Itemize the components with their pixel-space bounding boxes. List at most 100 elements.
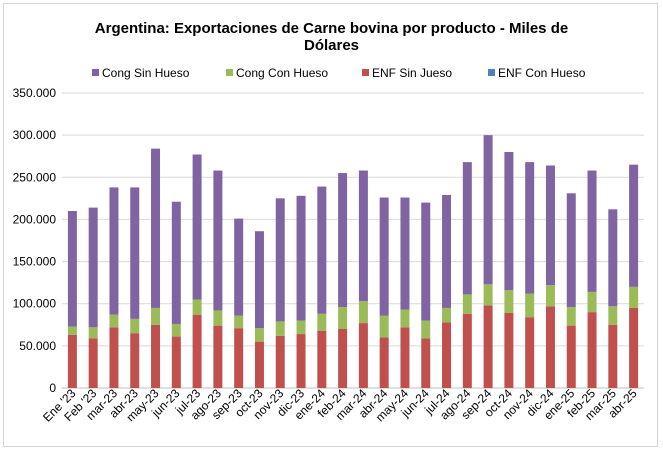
legend-label: Cong Sin Hueso (102, 66, 190, 80)
bar-segment (421, 338, 431, 388)
bar-segment (234, 218, 244, 316)
bar-segment (254, 328, 264, 342)
bar-segment (151, 307, 161, 325)
bar-segment (587, 170, 597, 292)
y-tick-label: 50.000 (19, 339, 56, 353)
bar-segment (338, 307, 348, 329)
bar-segment (213, 325, 223, 388)
bar-segment (629, 286, 639, 308)
bar-segment (130, 333, 140, 388)
bar-segment (608, 324, 618, 388)
bar-segment (234, 328, 244, 388)
bar-segment (275, 321, 285, 336)
bar-segment (171, 323, 181, 337)
bar-segment (545, 306, 555, 388)
bar-segment (317, 186, 327, 314)
bar-segment (566, 325, 576, 388)
bar-segment (88, 327, 98, 339)
bar-segment (338, 173, 348, 308)
legend-swatch (226, 69, 233, 76)
bar-segment (504, 152, 514, 291)
bar-segment (525, 162, 535, 294)
y-tick-label: 150.000 (13, 255, 57, 269)
gridlines (62, 92, 644, 389)
bar-segment (213, 310, 223, 326)
y-tick-label: 250.000 (13, 170, 57, 184)
bar-segment (67, 326, 77, 335)
bar-segment (234, 315, 244, 329)
legend-swatch (362, 69, 369, 76)
bar-segment (483, 284, 493, 306)
bar-segment (275, 335, 285, 388)
bar-segment (67, 334, 77, 388)
bar-segment (296, 195, 306, 321)
bar-segment (483, 305, 493, 388)
bar-segment (296, 334, 306, 388)
bar-segment (171, 336, 181, 388)
bar-segment (400, 309, 410, 328)
legend-label: Cong Con Hueso (236, 66, 328, 80)
y-tick-label: 0 (49, 381, 56, 395)
bar-segment (67, 211, 77, 327)
bar-segment (545, 285, 555, 307)
y-tick-label: 300.000 (13, 128, 57, 142)
y-axis: 0 50.000 100.000 150.000 200.000 250.000 300.0… (13, 86, 57, 395)
bar-segment (109, 187, 119, 315)
bar-segment (213, 170, 223, 311)
bar-segment (442, 322, 452, 388)
bar-segment (358, 301, 368, 324)
bar-segment (171, 201, 181, 324)
bar-segment (192, 299, 202, 315)
bar-segment (442, 307, 452, 323)
bar-segment (254, 231, 264, 329)
bar-segment (629, 307, 639, 388)
bar-segment (192, 314, 202, 388)
chart-title: Argentina: Exportaciones de Carne bovina… (0, 20, 663, 54)
y-tick-label: 100.000 (13, 297, 57, 311)
bar-segment (358, 323, 368, 388)
bar-segment (545, 165, 555, 286)
bar-segment (338, 329, 348, 388)
bar-segment (109, 314, 119, 328)
y-tick-label: 350.000 (13, 86, 57, 100)
bar-segment (358, 170, 368, 302)
bar-segment (317, 313, 327, 331)
bar-segment (296, 320, 306, 335)
bar-segment (254, 341, 264, 388)
bar-segment (525, 293, 535, 318)
bar-segment (504, 312, 514, 388)
bar-segment (587, 312, 597, 388)
bar-segment (88, 338, 98, 388)
bar-segment (192, 154, 202, 300)
legend-label: ENF Con Hueso (498, 66, 586, 80)
bar-segment (88, 207, 98, 328)
bar-segment (629, 164, 639, 287)
bar-segment (109, 327, 119, 388)
bar-segment (483, 135, 493, 285)
y-tick-label: 200.000 (13, 212, 57, 226)
bar-segment (317, 330, 327, 388)
bar-segment (379, 315, 389, 338)
chart-title-line-1: Argentina: Exportaciones de Carne bovina… (94, 20, 569, 37)
bar-segment (151, 148, 161, 308)
bar-segment (566, 193, 576, 308)
legend-label: ENF Sin Jueso (372, 66, 452, 80)
bar-segment (608, 209, 618, 307)
bar-segment (608, 306, 618, 325)
legend-swatch (488, 69, 495, 76)
bar-segment (462, 162, 472, 295)
bar-segment (130, 318, 140, 334)
chart-title-line-2: Dólares (303, 37, 360, 54)
bar-segment (442, 194, 452, 308)
legend: Cong Sin Hueso Cong Con Hueso ENF Sin Jues… (92, 66, 586, 80)
bar-segment (462, 294, 472, 314)
bar-segment (421, 320, 431, 339)
bar-segment (275, 198, 285, 322)
bar-segment (525, 317, 535, 388)
bar-segment (462, 313, 472, 388)
bar-segment (504, 290, 514, 313)
bar-segment (400, 327, 410, 388)
bars (67, 135, 639, 388)
